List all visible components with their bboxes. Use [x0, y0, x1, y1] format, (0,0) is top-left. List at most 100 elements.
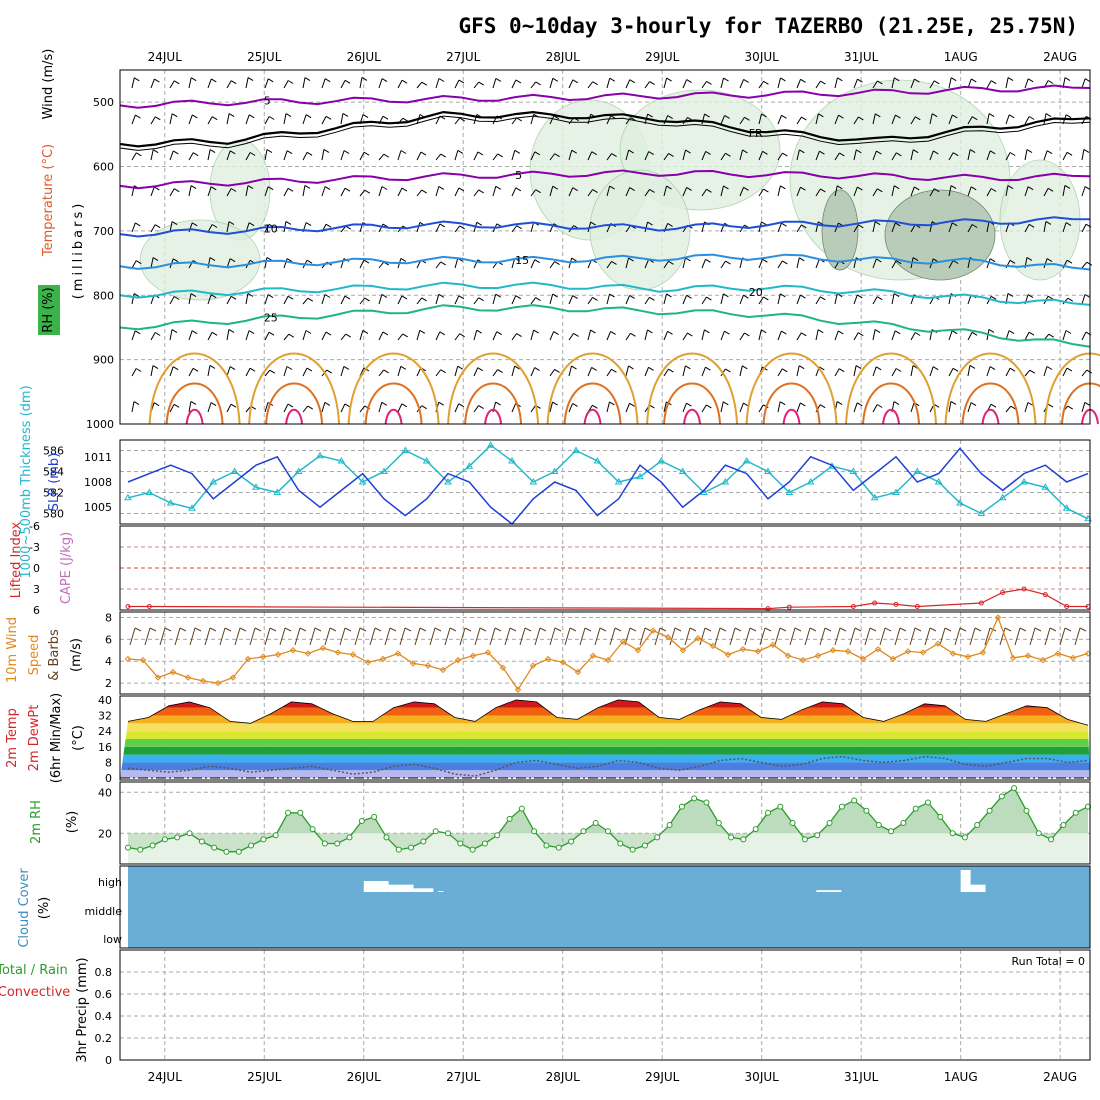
wind-barb: [1024, 369, 1031, 377]
wind-barb: [1062, 185, 1066, 197]
wind-barb: [495, 77, 502, 82]
wind-barb: [397, 403, 403, 413]
isotherm-label: 15: [515, 254, 529, 267]
wind-barb: [264, 369, 271, 377]
wind-barb: [171, 113, 178, 118]
wind-barb: [876, 404, 883, 408]
wind-barb: [910, 149, 914, 161]
wind-barb: [492, 294, 497, 305]
thickness-point: [977, 509, 986, 516]
wind-barb: [701, 259, 706, 269]
wind-barb: [549, 331, 555, 341]
wind-barb: [611, 153, 617, 158]
wind-barb: [474, 627, 481, 646]
wind-barb: [895, 368, 902, 372]
wind-barb: [742, 365, 748, 370]
wind-barb: [682, 365, 686, 377]
wind-barb: [820, 296, 826, 301]
wind-barb: [758, 151, 763, 161]
series-line-lifted-index: [128, 588, 1088, 610]
y-axis-label-ms: (m/s): [69, 638, 84, 672]
wind-barb: [893, 293, 900, 298]
rh-point: [1023, 807, 1030, 814]
wind-barb: [131, 260, 137, 269]
wind-barb: [774, 627, 781, 646]
y-tick-label: 0.8: [95, 966, 113, 979]
rh-point: [297, 809, 304, 816]
isotherm-line: [119, 253, 1091, 271]
wind-barb: [554, 627, 562, 632]
wind-barb: [421, 405, 427, 410]
y-axis-label-dewpt: 2m DewPt: [27, 705, 42, 772]
wind-barb: [190, 401, 197, 405]
wind-barb: [473, 367, 479, 377]
wind-barb: [495, 293, 501, 298]
wind-barb: [834, 185, 838, 197]
temp-contour-30: [845, 352, 938, 425]
wind-barb: [188, 114, 193, 125]
wind-barb: [894, 77, 900, 82]
wind-barb: [944, 627, 952, 632]
wind-barb: [226, 113, 230, 125]
y-tick-label: 1005: [84, 501, 112, 514]
wind-barb: [492, 153, 499, 161]
wind-barb: [173, 403, 180, 408]
wind-barb: [644, 367, 649, 377]
wind-barb: [704, 113, 710, 118]
wind-barb: [929, 150, 934, 161]
rh-point: [555, 844, 562, 851]
wind-barb: [714, 627, 721, 646]
wind-barb: [663, 293, 667, 305]
wind-speed-point: [1069, 654, 1077, 662]
wind-barb: [416, 330, 421, 341]
wind-barb: [188, 152, 194, 161]
rh-point: [137, 846, 144, 853]
rh-point: [814, 832, 821, 839]
wind-barb: [884, 627, 892, 632]
wind-barb: [477, 151, 484, 156]
wind-speed-point: [679, 647, 687, 654]
wind-barb: [416, 151, 422, 161]
wind-barb: [226, 403, 232, 413]
wind-barb: [304, 185, 311, 189]
wind-barb: [739, 224, 745, 233]
thickness-point: [1020, 478, 1028, 485]
wind-barb: [294, 627, 301, 646]
y-tick-label: -6: [29, 520, 40, 533]
y-axis-label-barbs: & Barbs: [47, 629, 62, 681]
thickness-point: [316, 451, 324, 459]
wind-barb: [781, 222, 787, 227]
wind-barb: [515, 187, 522, 192]
y-tick-label: 0: [33, 562, 40, 575]
wind-barb: [173, 150, 179, 155]
wind-barb: [416, 222, 421, 233]
wind-barb: [188, 293, 192, 305]
wind-barb: [268, 116, 275, 120]
wind-barb: [207, 257, 211, 269]
wind-barb: [668, 368, 674, 373]
wind-barb: [891, 330, 896, 341]
wind-barb: [929, 366, 934, 377]
wind-barb: [648, 366, 654, 371]
wind-barb: [720, 293, 724, 305]
y-tick-label: 2: [105, 677, 112, 690]
wind-barb: [207, 332, 213, 341]
wind-barb: [990, 403, 997, 408]
wind-barb: [587, 367, 593, 377]
wind-barb: [321, 149, 325, 161]
wind-barb: [704, 329, 710, 334]
wind-barb: [837, 77, 843, 82]
wind-barb: [701, 329, 705, 341]
wind-barb: [363, 259, 370, 264]
wind-barb: [279, 627, 286, 646]
wind-barb: [381, 78, 388, 83]
wind-barb: [321, 331, 327, 341]
wind-barb: [549, 369, 555, 377]
wind-barb: [359, 151, 365, 161]
wind-barb: [454, 225, 461, 233]
rh-point: [900, 820, 907, 826]
wind-barb: [549, 153, 556, 161]
rh-point: [531, 828, 538, 835]
wind-barb: [224, 627, 232, 632]
wind-barb: [496, 331, 503, 336]
